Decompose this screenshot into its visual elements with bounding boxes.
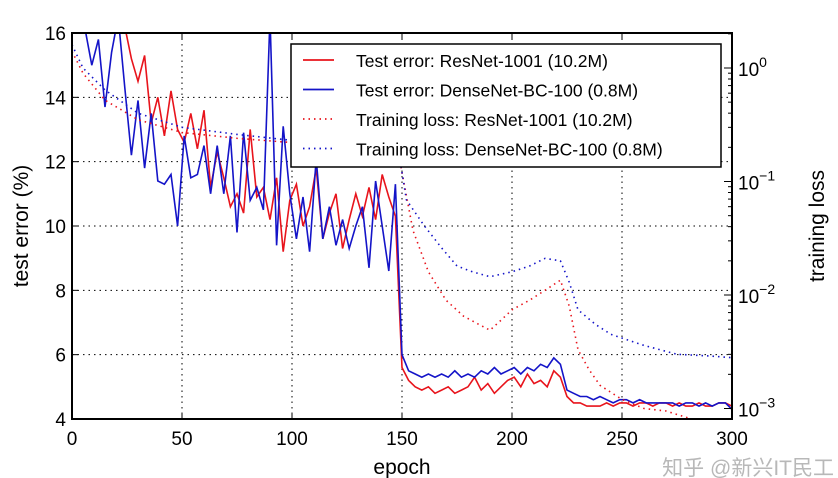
y2-axis-label: training loss — [806, 170, 829, 282]
y-tick-label: 6 — [55, 346, 66, 367]
x-axis-label: epoch — [373, 456, 430, 478]
y-tick-label: 8 — [55, 281, 66, 302]
x-tick-label: 150 — [386, 429, 418, 450]
y-tick-label: 14 — [45, 88, 67, 109]
legend-label: Training loss: DenseNet-BC-100 (0.8M) — [356, 140, 663, 160]
x-tick-label: 200 — [496, 429, 528, 450]
x-tick-label: 300 — [716, 429, 748, 450]
series-line-2 — [84, 33, 732, 410]
series-line-1 — [125, 33, 732, 407]
legend-label: Training loss: ResNet-1001 (10.2M) — [356, 110, 633, 130]
series-layer — [72, 33, 732, 419]
legend-label: Test error: ResNet-1001 (10.2M) — [356, 51, 608, 71]
y-tick-label: 4 — [55, 410, 66, 431]
x-tick-label: 250 — [606, 429, 638, 450]
y2-tick-label: 10−3 — [738, 395, 775, 422]
series-line-4 — [72, 44, 732, 359]
watermark: 知乎 @新兴IT民工 — [662, 457, 834, 478]
y2-tick-label: 10−2 — [738, 281, 775, 308]
x-tick-label: 0 — [67, 429, 78, 450]
y-tick-label: 16 — [45, 24, 66, 45]
x-tick-label: 100 — [276, 429, 308, 450]
y-axis-label: test error (%) — [10, 165, 33, 288]
legend-label: Test error: DenseNet-BC-100 (0.8M) — [356, 81, 638, 101]
x-tick-label: 50 — [171, 429, 192, 450]
y2-tick-label: 100 — [738, 54, 767, 81]
ticks: 0 50 100 150 200 250 300 4 6 8 10 12 14 16 100 10−1 10−2… — [45, 24, 775, 450]
y-tick-label: 12 — [45, 153, 66, 174]
y-tick-label: 10 — [45, 217, 66, 238]
y2-tick-label: 10−1 — [738, 168, 775, 195]
legend: Test error: ResNet-1001 (10.2M) Test erro… — [290, 43, 722, 168]
